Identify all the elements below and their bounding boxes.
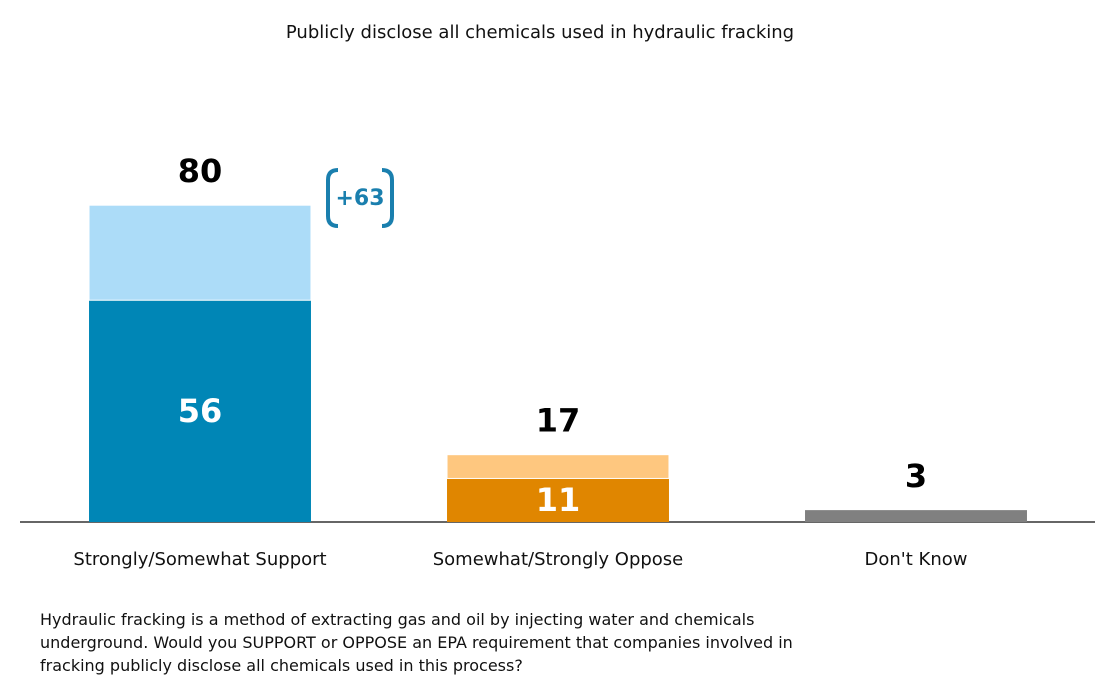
annotation: +63: [335, 186, 384, 211]
total-label: 17: [536, 402, 581, 440]
chart-title: Publicly disclose all chemicals used in …: [286, 22, 794, 43]
chart: Publicly disclose all chemicals used in …: [20, 22, 1095, 570]
x-tick-label: Somewhat/Strongly Oppose: [433, 549, 684, 570]
bar-segment: [447, 478, 669, 522]
bar-segment: [446, 454, 670, 479]
x-tick-label: Strongly/Somewhat Support: [73, 549, 326, 570]
bracket-left: [326, 168, 339, 228]
total-label: 3: [905, 457, 927, 495]
segment-label: 56: [178, 392, 223, 430]
bar-segment: [88, 204, 312, 301]
bar-segment: [805, 510, 1027, 522]
total-label: 80: [178, 152, 223, 190]
segment-label: 11: [536, 481, 581, 519]
bracket-right: [381, 168, 394, 228]
bar-segment: [89, 300, 311, 522]
footnote: Hydraulic fracking is a method of extrac…: [40, 610, 793, 675]
x-tick-label: Don't Know: [865, 549, 968, 570]
